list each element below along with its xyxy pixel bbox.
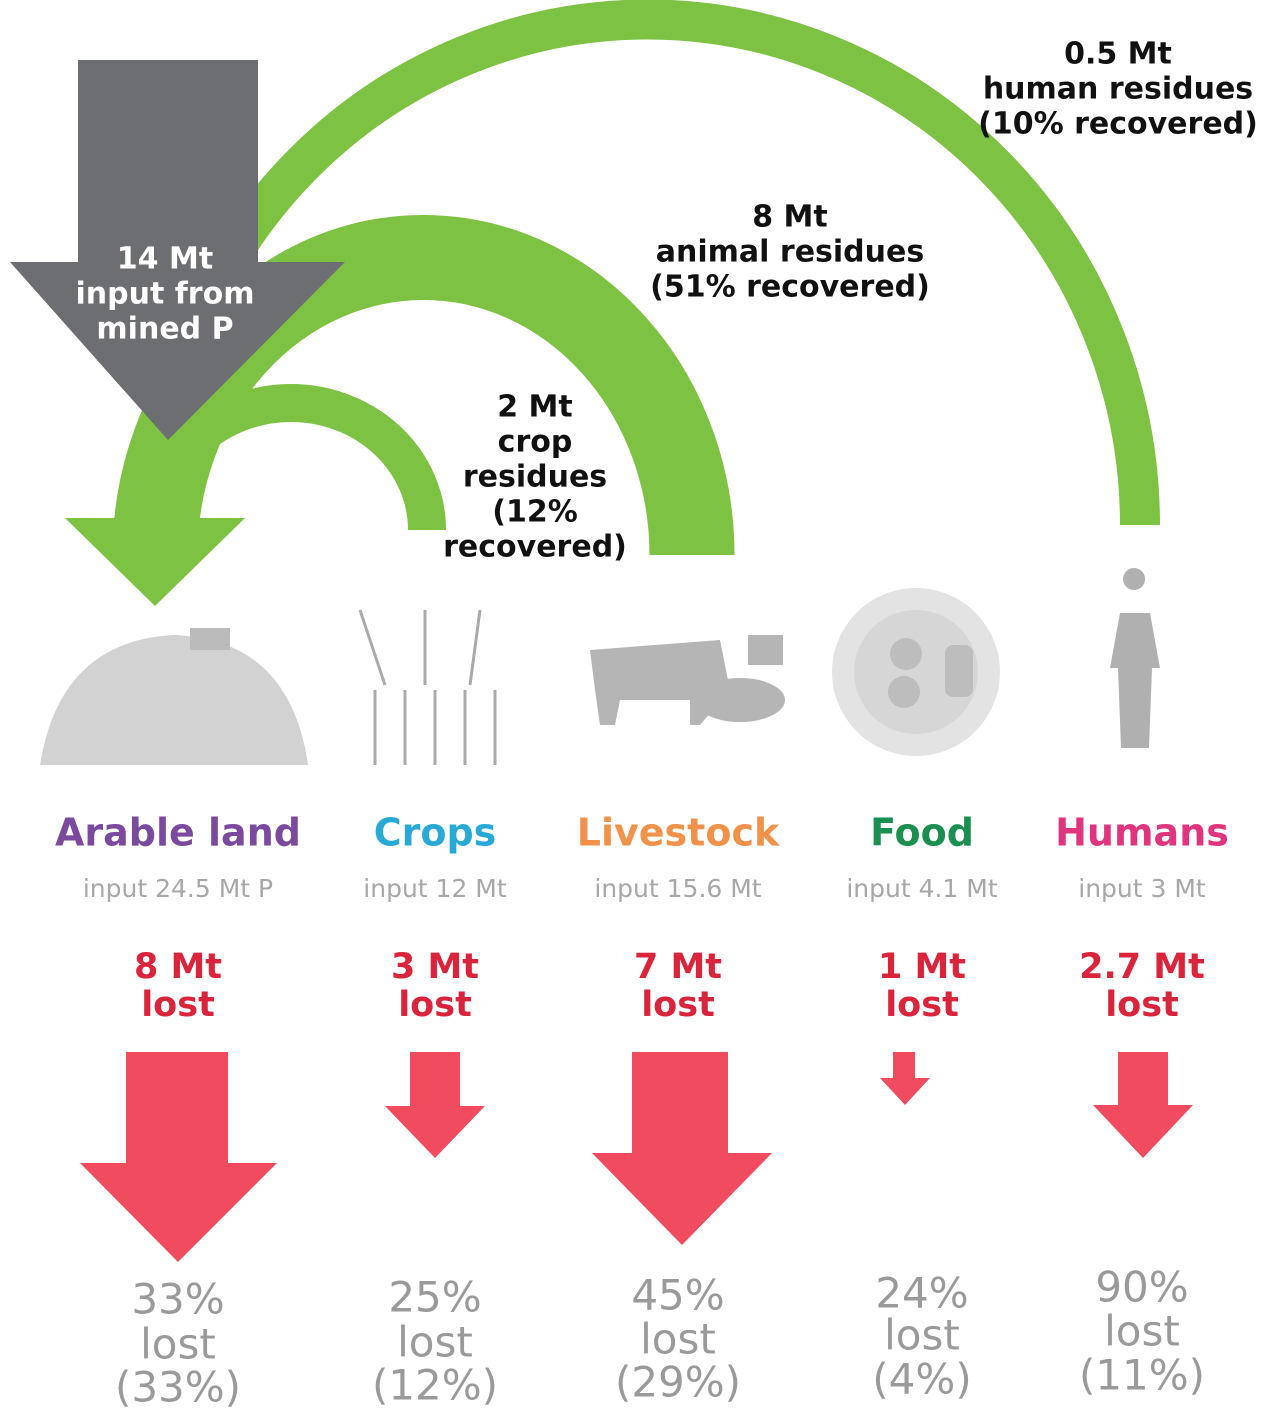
share-label: (4%) xyxy=(872,1355,971,1404)
input-label: 14 Mt xyxy=(117,242,213,277)
stage-input: input 15.6 Mt xyxy=(594,874,761,903)
share-label: lost xyxy=(884,1311,960,1360)
stage-name: Food xyxy=(870,811,974,855)
share-label: 25% xyxy=(388,1273,481,1322)
lost-label: 2.7 Mt xyxy=(1079,947,1205,987)
lost-label: 8 Mt xyxy=(134,947,222,987)
crops-icon xyxy=(360,610,495,765)
flow-label: 0.5 Mt xyxy=(1064,37,1172,72)
share-label: 90% xyxy=(1095,1263,1188,1312)
flow-label: human residues xyxy=(983,72,1253,107)
flow-label: (51% recovered) xyxy=(650,270,930,305)
lost-label: 7 Mt xyxy=(634,947,722,987)
land-icon xyxy=(40,635,308,765)
lost-label: lost xyxy=(641,985,715,1025)
flow-label: residues xyxy=(463,460,607,495)
stage-input: input 3 Mt xyxy=(1078,874,1206,903)
share-label: (33%) xyxy=(115,1363,241,1412)
share-label: (12%) xyxy=(372,1361,498,1410)
icons xyxy=(40,568,1160,765)
share-label: lost xyxy=(397,1318,473,1367)
stage-input: input 4.1 Mt xyxy=(846,874,998,903)
lost-label: lost xyxy=(1105,985,1179,1025)
share-label: 33% xyxy=(131,1275,224,1324)
share-label: (11%) xyxy=(1079,1351,1205,1400)
stage-name: Livestock xyxy=(577,811,780,855)
lost-label: lost xyxy=(141,985,215,1025)
stage-name: Crops xyxy=(374,811,497,855)
share-label: lost xyxy=(1104,1307,1180,1356)
flow-label: animal residues xyxy=(656,235,924,270)
page: 14 Mtinput frommined P 0.5 Mthuman residu… xyxy=(0,0,1273,1414)
diagram: 14 Mtinput frommined P 0.5 Mthuman residu… xyxy=(0,0,1273,1414)
flow-label: 2 Mt xyxy=(497,390,573,425)
green-arrowhead xyxy=(65,518,245,606)
share-label: (29%) xyxy=(615,1358,741,1407)
input-label: mined P xyxy=(96,312,233,347)
share-label: 45% xyxy=(631,1271,724,1320)
lost-label: 1 Mt xyxy=(878,947,966,987)
share-label: lost xyxy=(140,1320,216,1369)
flow-label: (10% recovered) xyxy=(978,107,1258,142)
lost-label: 3 Mt xyxy=(391,947,479,987)
input-label: input from xyxy=(76,277,255,312)
loss-arrows xyxy=(80,1052,1193,1262)
stage-name: Humans xyxy=(1055,811,1229,855)
share-label: lost xyxy=(640,1315,716,1364)
lost-label: lost xyxy=(885,985,959,1025)
flow-label: 8 Mt xyxy=(752,200,828,235)
lost-label: lost xyxy=(398,985,472,1025)
stage-input: input 24.5 Mt P xyxy=(83,874,273,903)
flow-label: crop xyxy=(498,425,573,460)
stage-name: Arable land xyxy=(55,811,301,855)
flow-label: recovered) xyxy=(443,530,627,565)
human-icon xyxy=(1110,568,1160,748)
flow-label: (12% xyxy=(492,495,578,530)
stage-input: input 12 Mt xyxy=(363,874,507,903)
